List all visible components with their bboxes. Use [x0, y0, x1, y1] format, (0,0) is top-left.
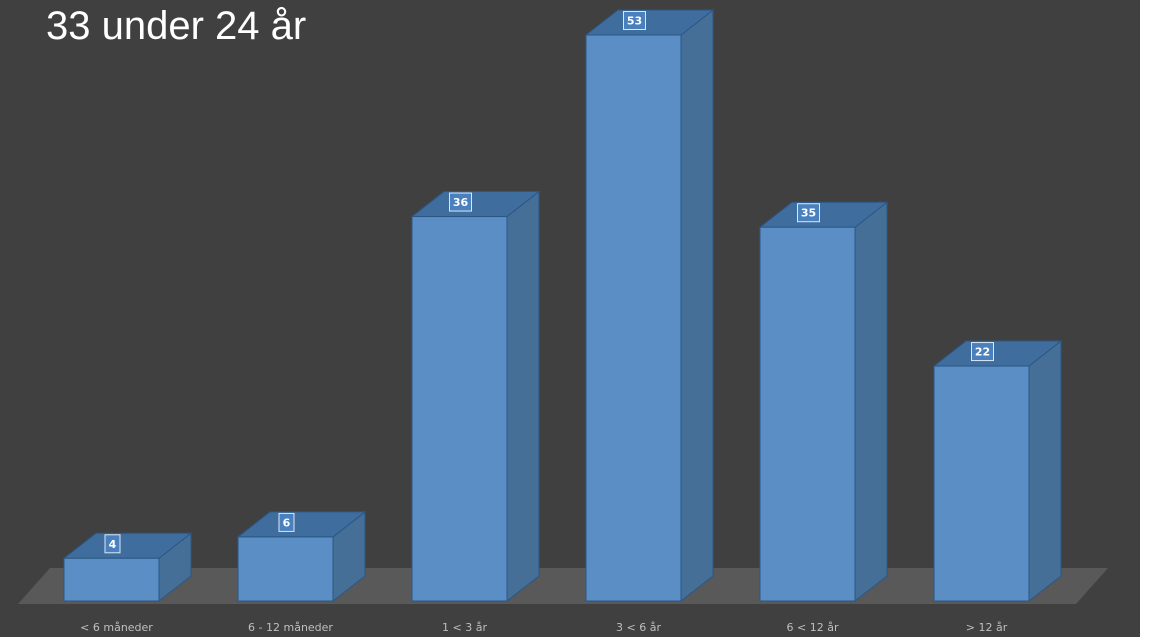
category-tick-label: 6 - 12 måneder — [248, 621, 333, 634]
bar-front — [411, 216, 508, 602]
bar-5: 22 — [932, 340, 1063, 603]
data-label: 4 — [104, 534, 121, 554]
category-tick-label: 3 < 6 år — [616, 621, 661, 634]
data-label-box — [623, 11, 646, 30]
data-label: 36 — [449, 192, 472, 212]
data-label-text: 4 — [109, 538, 117, 551]
data-label: 35 — [797, 203, 820, 223]
bar-0: 4 — [62, 532, 193, 603]
data-label-text: 53 — [627, 15, 642, 28]
data-label-box — [797, 203, 820, 223]
category-axis: < 6 måneder 6 - 12 måneder 1 < 3 år 3 < 6 å… — [80, 621, 1008, 634]
bar-front — [759, 226, 856, 602]
data-label-box — [104, 534, 121, 554]
data-label: 53 — [623, 11, 646, 30]
data-label-box — [449, 192, 472, 212]
data-label-box — [971, 342, 994, 362]
category-tick-label: 6 < 12 år — [787, 621, 839, 634]
bar-2: 36 — [410, 190, 541, 603]
data-label-box — [278, 512, 295, 532]
category-tick-label: > 12 år — [966, 621, 1008, 634]
bar-side — [854, 201, 888, 603]
chart-title: 33 under 24 år — [46, 4, 307, 48]
data-label-text: 35 — [801, 207, 816, 220]
data-label-text: 6 — [283, 516, 291, 529]
bar-side — [506, 190, 540, 603]
bar-1: 6 — [236, 510, 367, 603]
bar-4: 35 — [758, 201, 889, 603]
data-label: 6 — [278, 512, 295, 532]
bar-front — [585, 34, 682, 602]
bar-front — [63, 557, 160, 602]
bars-group: 4 6 36 53 35 22 — [62, 8, 1063, 603]
data-label-text: 22 — [975, 346, 990, 359]
bar-3: 53 — [584, 8, 715, 603]
category-tick-label: 1 < 3 år — [442, 621, 487, 634]
bar-side — [680, 8, 714, 603]
bar-front — [237, 536, 334, 602]
data-label-text: 36 — [453, 196, 469, 209]
data-label: 22 — [971, 342, 994, 362]
bar-front — [933, 365, 1030, 602]
category-tick-label: < 6 måneder — [80, 621, 153, 634]
bar-side — [1028, 340, 1062, 603]
